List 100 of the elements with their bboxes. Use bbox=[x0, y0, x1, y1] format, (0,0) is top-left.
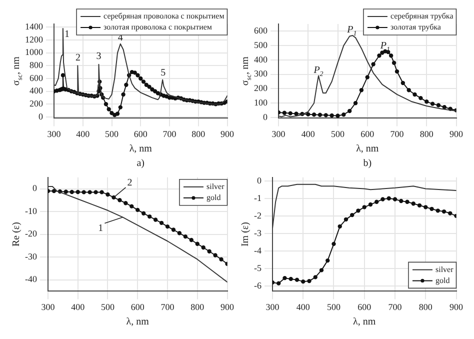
y-tick-label: 600 bbox=[30, 72, 44, 83]
y-tick-label: 600 bbox=[254, 26, 268, 36]
point bbox=[332, 242, 336, 246]
point bbox=[282, 110, 287, 115]
point bbox=[424, 205, 428, 210]
y-tick-label: 0 bbox=[256, 175, 262, 186]
point bbox=[312, 112, 316, 117]
legend-label: gold bbox=[435, 276, 450, 285]
point bbox=[365, 75, 370, 80]
legend-label: серебряная трубка bbox=[390, 12, 454, 21]
point bbox=[294, 278, 300, 282]
point bbox=[307, 278, 312, 284]
legend-label: silver bbox=[435, 264, 454, 274]
y-axis-title: Re (ε) bbox=[11, 222, 22, 247]
point bbox=[430, 102, 435, 106]
x-tick-label: 300 bbox=[272, 128, 286, 139]
point bbox=[418, 96, 423, 100]
point bbox=[377, 54, 382, 58]
y-tick-label: -4 bbox=[254, 245, 262, 256]
point bbox=[371, 62, 376, 66]
y-tick-label: -5 bbox=[254, 262, 262, 273]
x-tick-label: 600 bbox=[358, 302, 372, 312]
point bbox=[442, 105, 446, 110]
point bbox=[64, 190, 68, 194]
point bbox=[306, 112, 310, 116]
point bbox=[100, 190, 104, 194]
y-tick-label: 800 bbox=[30, 60, 44, 70]
x-tick-label: 700 bbox=[388, 302, 402, 312]
legend-label: gold bbox=[206, 192, 221, 202]
point bbox=[399, 198, 404, 204]
x-tick-label: 700 bbox=[162, 128, 177, 139]
point bbox=[171, 228, 176, 232]
y-tick-label: -10 bbox=[24, 206, 38, 216]
y-axis-title: Im (ε) bbox=[240, 222, 251, 247]
y-tick-label: -2 bbox=[254, 210, 262, 220]
y-tick-label: 1400 bbox=[25, 22, 44, 32]
point bbox=[159, 220, 164, 226]
point bbox=[82, 190, 86, 194]
annotation: 5 bbox=[160, 68, 166, 79]
point bbox=[436, 103, 441, 108]
x-tick-label: 900 bbox=[450, 128, 464, 139]
point bbox=[344, 217, 348, 222]
point bbox=[359, 88, 364, 92]
point bbox=[301, 279, 306, 284]
point bbox=[417, 203, 422, 208]
y-tick-label: -40 bbox=[24, 274, 38, 284]
point bbox=[436, 208, 440, 213]
x-tick-label: 900 bbox=[220, 128, 234, 139]
point bbox=[288, 111, 292, 116]
point bbox=[380, 50, 384, 55]
point bbox=[294, 112, 298, 116]
point bbox=[380, 197, 385, 202]
x-axis-title: λ, nm bbox=[126, 316, 150, 328]
point bbox=[326, 258, 330, 263]
point bbox=[118, 198, 122, 202]
y-tick-label: 200 bbox=[254, 83, 268, 94]
x-tick-label: 400 bbox=[301, 128, 316, 139]
point bbox=[313, 275, 318, 280]
point bbox=[374, 200, 379, 204]
x-axis-title: λ, nm bbox=[129, 144, 152, 155]
point bbox=[386, 196, 391, 201]
point bbox=[147, 214, 152, 219]
point bbox=[288, 276, 293, 282]
x-axis-title: λ, nm bbox=[356, 144, 379, 155]
point bbox=[392, 60, 396, 65]
text: b) bbox=[363, 158, 372, 169]
point bbox=[394, 69, 400, 74]
x-tick-label: 700 bbox=[390, 128, 404, 139]
point bbox=[342, 112, 346, 117]
point bbox=[106, 192, 110, 197]
point bbox=[213, 253, 218, 258]
point bbox=[282, 276, 287, 280]
point bbox=[348, 108, 352, 114]
point bbox=[411, 202, 416, 206]
point bbox=[165, 224, 170, 229]
point bbox=[350, 212, 354, 218]
point bbox=[201, 245, 206, 250]
point bbox=[362, 205, 366, 210]
point bbox=[183, 234, 188, 239]
point bbox=[153, 218, 158, 222]
x-axis-title: λ, nm bbox=[353, 316, 376, 328]
point bbox=[400, 80, 406, 86]
point bbox=[88, 190, 92, 194]
x-tick-label: 900 bbox=[450, 302, 464, 312]
point bbox=[219, 257, 224, 262]
point bbox=[338, 224, 342, 229]
x-tick-label: 300 bbox=[47, 128, 62, 139]
y-tick-label: 1200 bbox=[25, 34, 44, 44]
x-tick-label: 600 bbox=[134, 128, 148, 139]
x-tick-label: 300 bbox=[266, 302, 280, 312]
y-tick-label: 200 bbox=[30, 98, 44, 108]
x-tick-label: 500 bbox=[105, 128, 119, 139]
point bbox=[324, 113, 328, 118]
point bbox=[124, 201, 128, 206]
text: a) bbox=[136, 158, 145, 169]
y-tick-label: 500 bbox=[254, 40, 268, 50]
x-tick-label: 800 bbox=[190, 302, 205, 312]
annotation: 1 bbox=[64, 28, 70, 40]
point bbox=[430, 206, 434, 212]
y-tick-label: -30 bbox=[24, 251, 38, 262]
